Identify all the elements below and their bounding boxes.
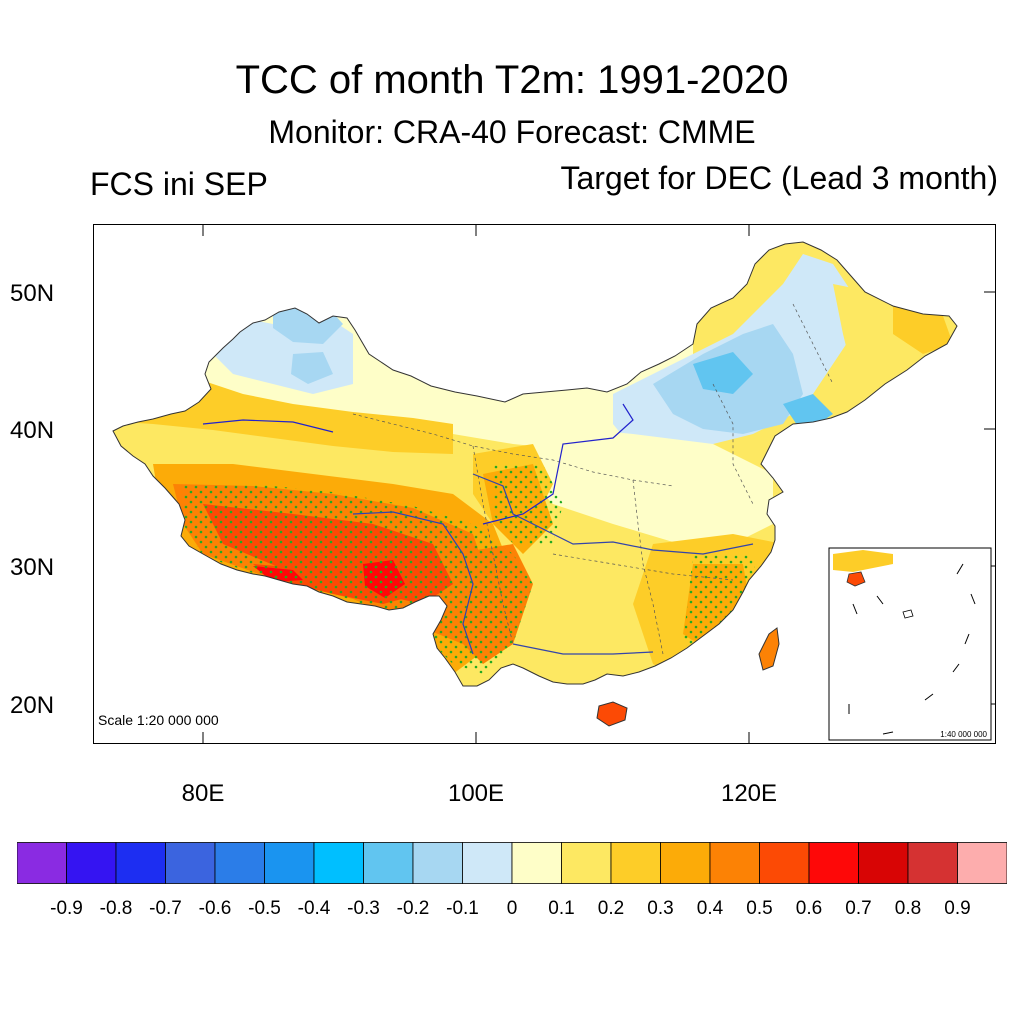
- colorbar-swatch: [313, 842, 364, 884]
- colorbar-tick-label: 0.6: [795, 898, 823, 919]
- inset-scale-text: 1:40 000 000: [940, 730, 987, 739]
- china-map: 1:40 000 000 Scale 1:20 000 000: [93, 224, 996, 744]
- map-panel: 1:40 000 000 Scale 1:20 000 000: [93, 224, 996, 744]
- colorbar-tick-label: -0.4: [297, 898, 331, 919]
- colorbar-tick-label: -0.2: [396, 898, 430, 919]
- province-boundary: [792, 303, 834, 385]
- colorbar-swatch: [907, 842, 958, 884]
- colorbar-tick-label: 0.2: [597, 898, 625, 919]
- colorbar-swatch: [561, 842, 612, 884]
- lon-label-120e: 120E: [720, 780, 778, 807]
- china-boundary: [112, 241, 958, 687]
- colorbar-swatch: [363, 842, 414, 884]
- river: [472, 473, 754, 555]
- colorbar-swatch: [808, 842, 859, 884]
- colorbar-tick-label: 0.5: [746, 898, 773, 919]
- lon-label-80e: 80E: [181, 780, 225, 807]
- colorbar-swatch: [511, 842, 562, 884]
- colorbar-swatch: [709, 842, 760, 884]
- colorbar-tick-label: 0: [506, 898, 518, 919]
- colorbar-tick-label: -0.5: [248, 898, 281, 919]
- colorbar-swatch: [660, 842, 711, 884]
- colorbar-swatch: [17, 842, 67, 884]
- colorbar-swatch: [957, 842, 1007, 884]
- river: [202, 419, 334, 433]
- map-scale-text: Scale 1:20 000 000: [98, 712, 219, 728]
- river: [482, 403, 634, 525]
- colorbar-swatch: [165, 842, 216, 884]
- colorbar-tick-label: -0.9: [50, 898, 83, 919]
- chart-title: TCC of month T2m: 1991-2020: [235, 58, 789, 102]
- init-label: FCS ini SEP: [90, 166, 268, 202]
- target-label: Target for DEC (Lead 3 month): [560, 160, 998, 196]
- colorbar-tick-label: -0.3: [347, 898, 380, 919]
- colorbar-tick-label: 0.4: [696, 898, 724, 919]
- colorbar-swatch: [214, 842, 265, 884]
- colorbar-tick-label: 0.3: [647, 898, 674, 919]
- chart-subtitle: Monitor: CRA-40 Forecast: CMME: [268, 114, 756, 150]
- river: [512, 643, 654, 655]
- colorbar: [17, 842, 1007, 884]
- province-boundary: [552, 553, 734, 581]
- province-boundary: [352, 413, 674, 487]
- colorbar-swatch: [462, 842, 513, 884]
- colorbar-tick-label: -0.6: [198, 898, 232, 919]
- colorbar-swatch: [610, 842, 661, 884]
- colorbar-tick-label: 0.8: [894, 898, 922, 919]
- lat-label-40n: 40N: [10, 417, 55, 444]
- colorbar-tick-label: -0.7: [149, 898, 182, 919]
- lon-label-100e: 100E: [447, 780, 505, 807]
- south-china-sea-inset: 1:40 000 000: [828, 547, 992, 741]
- colorbar-swatch: [264, 842, 315, 884]
- province-boundary: [472, 445, 514, 645]
- colorbar-tick-label: 0.7: [845, 898, 872, 919]
- colorbar-swatch: [858, 842, 909, 884]
- colorbar-swatch: [412, 842, 463, 884]
- colorbar-tick-label: 0.1: [548, 898, 575, 919]
- colorbar-tick-label: -0.8: [99, 898, 133, 919]
- colorbar-swatch: [66, 842, 117, 884]
- lat-label-30n: 30N: [10, 554, 55, 581]
- river: [352, 511, 474, 655]
- colorbar-tick-label: 0.9: [944, 898, 971, 919]
- hainan-island: [596, 701, 628, 727]
- colorbar-swatch: [759, 842, 810, 884]
- lat-label-20n: 20N: [10, 692, 55, 719]
- colorbar-tick-label: -0.1: [446, 898, 479, 919]
- province-boundary: [632, 479, 664, 655]
- colorbar-swatch: [115, 842, 166, 884]
- taiwan-island: [758, 627, 780, 671]
- lat-label-50n: 50N: [10, 280, 55, 307]
